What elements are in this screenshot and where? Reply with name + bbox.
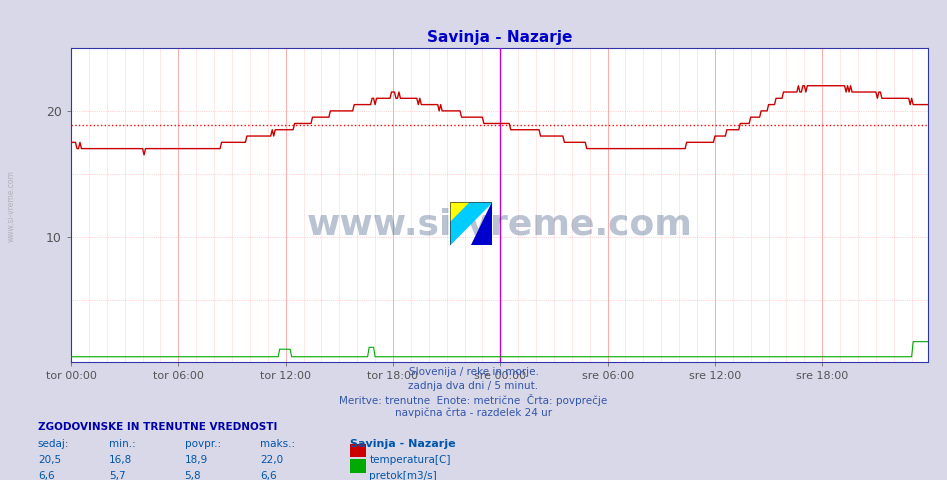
Polygon shape xyxy=(450,202,492,245)
Text: sedaj:: sedaj: xyxy=(38,439,69,449)
Text: zadnja dva dni / 5 minut.: zadnja dva dni / 5 minut. xyxy=(408,381,539,391)
Text: temperatura[C]: temperatura[C] xyxy=(369,455,451,465)
Text: www.si-vreme.com: www.si-vreme.com xyxy=(7,170,16,242)
Text: 5,7: 5,7 xyxy=(109,471,126,480)
Text: 16,8: 16,8 xyxy=(109,455,133,465)
Text: povpr.:: povpr.: xyxy=(185,439,221,449)
Text: 5,8: 5,8 xyxy=(185,471,202,480)
Text: 20,5: 20,5 xyxy=(38,455,61,465)
Text: Savinja - Nazarje: Savinja - Nazarje xyxy=(350,439,456,449)
Polygon shape xyxy=(472,202,492,245)
Text: 22,0: 22,0 xyxy=(260,455,283,465)
Text: ZGODOVINSKE IN TRENUTNE VREDNOSTI: ZGODOVINSKE IN TRENUTNE VREDNOSTI xyxy=(38,422,277,432)
Text: navpična črta - razdelek 24 ur: navpična črta - razdelek 24 ur xyxy=(395,408,552,418)
Text: 6,6: 6,6 xyxy=(38,471,55,480)
Text: maks.:: maks.: xyxy=(260,439,295,449)
Text: Meritve: trenutne  Enote: metrične  Črta: povprečje: Meritve: trenutne Enote: metrične Črta: … xyxy=(339,394,608,406)
Title: Savinja - Nazarje: Savinja - Nazarje xyxy=(427,30,572,46)
Text: 6,6: 6,6 xyxy=(260,471,277,480)
Text: pretok[m3/s]: pretok[m3/s] xyxy=(369,471,438,480)
Text: Slovenija / reke in morje.: Slovenija / reke in morje. xyxy=(408,367,539,377)
Polygon shape xyxy=(450,202,472,223)
Text: www.si-vreme.com: www.si-vreme.com xyxy=(307,207,692,241)
Text: 18,9: 18,9 xyxy=(185,455,208,465)
Text: min.:: min.: xyxy=(109,439,135,449)
